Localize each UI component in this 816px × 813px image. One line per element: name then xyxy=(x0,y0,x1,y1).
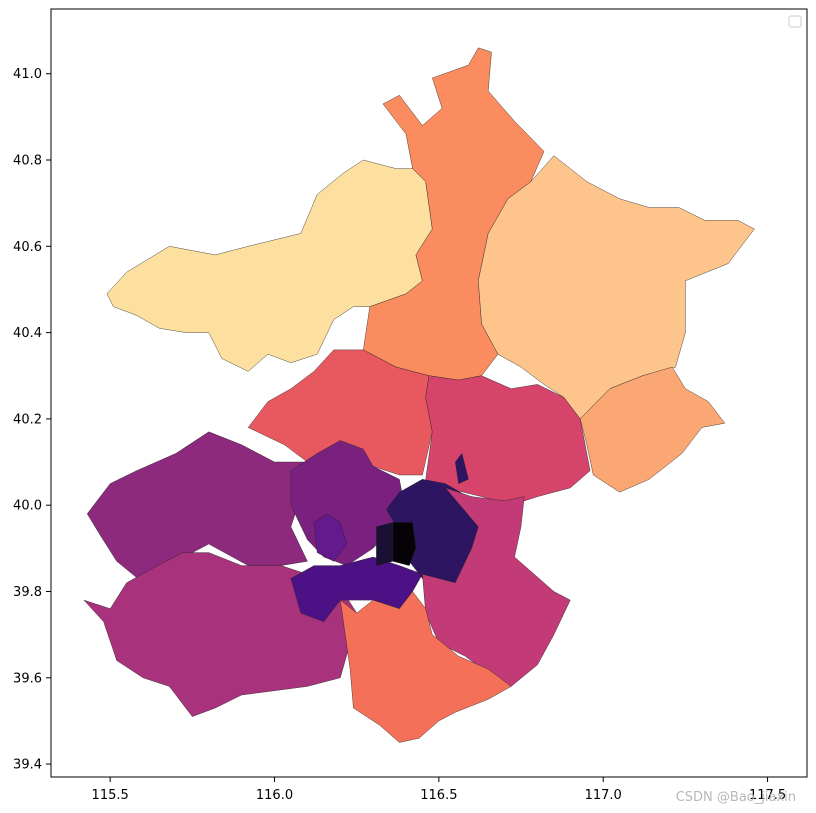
y-tick-label: 40.8 xyxy=(13,154,42,169)
x-tick-label: 115.5 xyxy=(92,788,129,803)
x-tick-label: 117.0 xyxy=(585,788,622,803)
x-axis-ticks: 115.5 116.0 116.5 117.0 117.5 xyxy=(92,777,786,803)
y-tick-label: 41.0 xyxy=(13,67,42,82)
x-tick-label: 117.5 xyxy=(749,788,786,803)
map-region-district-tongzhou xyxy=(422,487,571,687)
y-tick-label: 40.0 xyxy=(13,499,42,514)
plot-frame xyxy=(50,8,808,778)
map-region-district-east xyxy=(580,366,725,493)
y-tick-label: 39.8 xyxy=(13,585,42,600)
y-tick-label: 39.4 xyxy=(13,758,42,773)
map-region-district-daxing xyxy=(340,591,512,743)
y-tick-label: 39.6 xyxy=(13,671,42,686)
map-region-district-shijingshan xyxy=(313,513,347,562)
watermark-text: CSDN @Bao_jiaxin xyxy=(675,790,796,805)
x-tick-label: 116.5 xyxy=(420,788,457,803)
y-tick-label: 40.6 xyxy=(13,240,42,255)
y-tick-label: 40.4 xyxy=(13,326,42,341)
map-region-district-dongcheng xyxy=(392,522,417,566)
map-region-district-chaoyang-enclave xyxy=(455,453,469,484)
empty-legend-box xyxy=(788,15,802,28)
x-tick-label: 116.0 xyxy=(256,788,293,803)
y-tick-label: 40.2 xyxy=(13,412,42,427)
map-region-district-northeast xyxy=(478,155,755,420)
regions-layer xyxy=(83,47,755,743)
y-axis-ticks: 39.4 39.6 39.8 40.0 40.2 40.4 40.6 40.8 41.0 xyxy=(13,67,51,773)
